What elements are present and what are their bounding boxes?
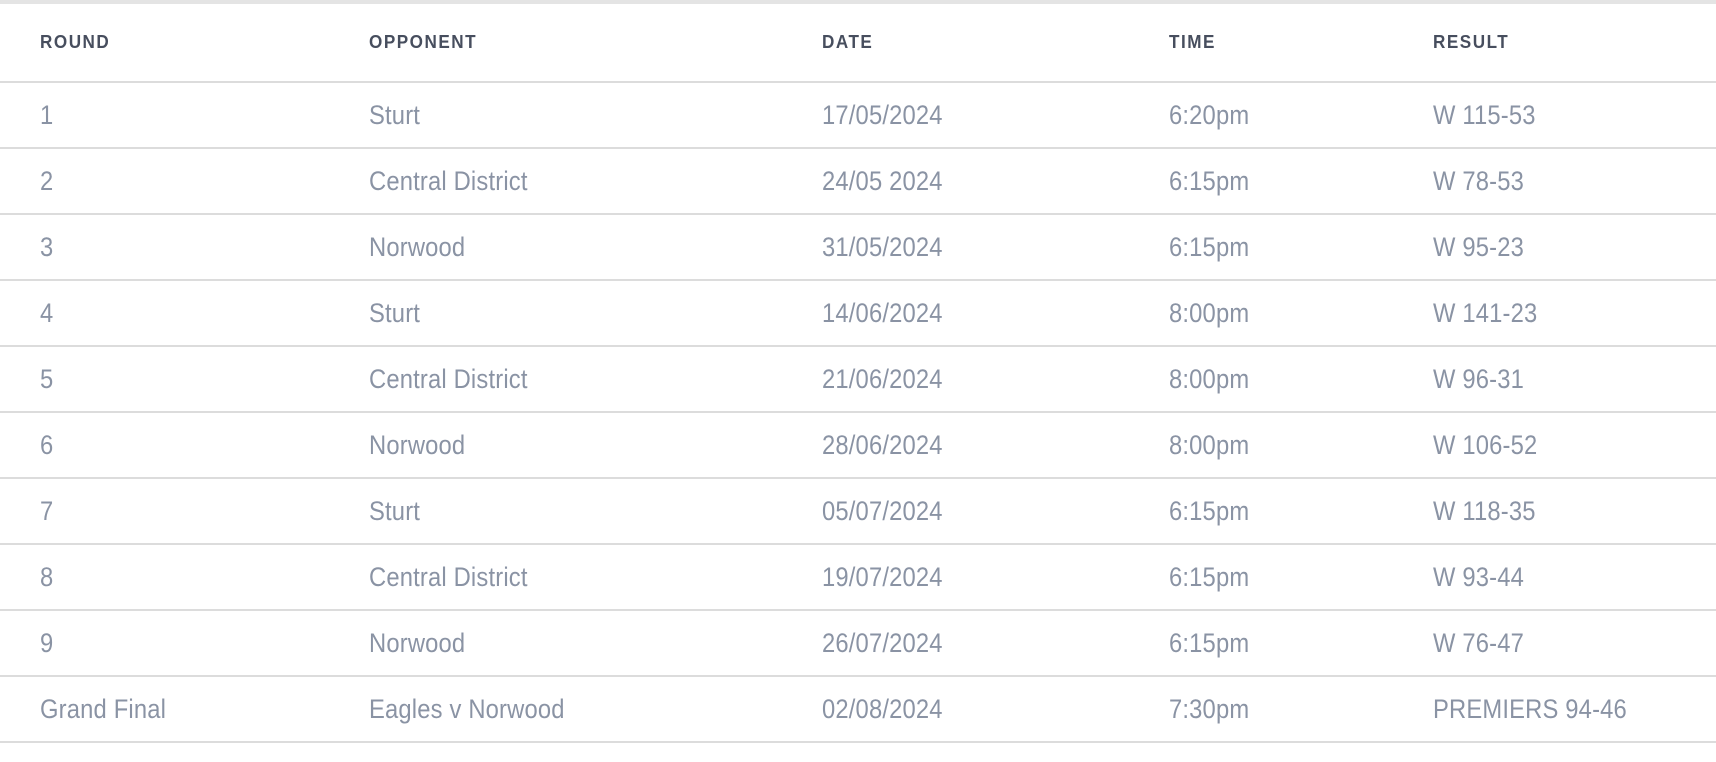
column-header-result: RESULT [1393, 4, 1716, 83]
column-header-round-label: ROUND [40, 32, 111, 52]
table-body: 1 Sturt 17/05/2024 6:20pm W 115-53 2 Cen… [0, 82, 1716, 743]
cell-opponent: Norwood [329, 412, 782, 479]
cell-time: 6:15pm [1129, 478, 1393, 545]
cell-round: 9 [0, 610, 329, 677]
column-header-time: TIME [1129, 4, 1393, 83]
cell-date: 02/08/2024 [782, 676, 1129, 743]
table-row: 4 Sturt 14/06/2024 8:00pm W 141-23 [0, 280, 1716, 347]
cell-opponent: Central District [329, 544, 782, 611]
cell-date: 21/06/2024 [782, 346, 1129, 413]
cell-round: 2 [0, 148, 329, 215]
cell-result: W 115-53 [1393, 82, 1716, 149]
cell-opponent: Eagles v Norwood [329, 676, 782, 743]
column-header-opponent-label: OPPONENT [369, 32, 478, 52]
cell-time: 8:00pm [1129, 346, 1393, 413]
cell-round: 6 [0, 412, 329, 479]
cell-time: 8:00pm [1129, 280, 1393, 347]
column-header-date: DATE [782, 4, 1129, 83]
cell-opponent: Central District [329, 148, 782, 215]
cell-result: W 118-35 [1393, 478, 1716, 545]
cell-time: 6:20pm [1129, 82, 1393, 149]
cell-round: 7 [0, 478, 329, 545]
table-row: 8 Central District 19/07/2024 6:15pm W 9… [0, 544, 1716, 611]
fixtures-table: ROUND OPPONENT DATE TIME RESULT 1 Sturt … [0, 4, 1716, 743]
cell-round: 5 [0, 346, 329, 413]
cell-result: W 78-53 [1393, 148, 1716, 215]
table-row: 7 Sturt 05/07/2024 6:15pm W 118-35 [0, 478, 1716, 545]
cell-date: 24/05 2024 [782, 148, 1129, 215]
cell-date: 26/07/2024 [782, 610, 1129, 677]
cell-result: W 96-31 [1393, 346, 1716, 413]
table-row: 1 Sturt 17/05/2024 6:20pm W 115-53 [0, 82, 1716, 149]
table-row: 2 Central District 24/05 2024 6:15pm W 7… [0, 148, 1716, 215]
table-row: 9 Norwood 26/07/2024 6:15pm W 76-47 [0, 610, 1716, 677]
cell-opponent: Norwood [329, 214, 782, 281]
cell-opponent: Sturt [329, 82, 782, 149]
cell-opponent: Sturt [329, 280, 782, 347]
cell-date: 28/06/2024 [782, 412, 1129, 479]
cell-date: 17/05/2024 [782, 82, 1129, 149]
cell-result: W 93-44 [1393, 544, 1716, 611]
cell-time: 8:00pm [1129, 412, 1393, 479]
cell-date: 05/07/2024 [782, 478, 1129, 545]
cell-round: 4 [0, 280, 329, 347]
column-header-opponent: OPPONENT [329, 4, 782, 83]
cell-result: W 76-47 [1393, 610, 1716, 677]
column-header-result-label: RESULT [1433, 32, 1510, 52]
table-header: ROUND OPPONENT DATE TIME RESULT [0, 4, 1716, 83]
cell-round: 8 [0, 544, 329, 611]
cell-result: W 95-23 [1393, 214, 1716, 281]
header-row: ROUND OPPONENT DATE TIME RESULT [0, 4, 1716, 83]
cell-time: 6:15pm [1129, 610, 1393, 677]
cell-round: 3 [0, 214, 329, 281]
cell-time: 6:15pm [1129, 148, 1393, 215]
cell-time: 6:15pm [1129, 214, 1393, 281]
table-row: 3 Norwood 31/05/2024 6:15pm W 95-23 [0, 214, 1716, 281]
cell-date: 31/05/2024 [782, 214, 1129, 281]
cell-opponent: Sturt [329, 478, 782, 545]
top-divider [0, 0, 1716, 4]
column-header-time-label: TIME [1169, 32, 1216, 52]
table-row: 5 Central District 21/06/2024 8:00pm W 9… [0, 346, 1716, 413]
cell-time: 7:30pm [1129, 676, 1393, 743]
cell-opponent: Norwood [329, 610, 782, 677]
column-header-round: ROUND [0, 4, 329, 83]
cell-result: W 141-23 [1393, 280, 1716, 347]
table-row: 6 Norwood 28/06/2024 8:00pm W 106-52 [0, 412, 1716, 479]
table-row: Grand Final Eagles v Norwood 02/08/2024 … [0, 676, 1716, 743]
cell-round: Grand Final [0, 676, 329, 743]
cell-result: PREMIERS 94-46 [1393, 676, 1716, 743]
column-header-date-label: DATE [822, 32, 874, 52]
cell-opponent: Central District [329, 346, 782, 413]
cell-round: 1 [0, 82, 329, 149]
cell-date: 14/06/2024 [782, 280, 1129, 347]
cell-date: 19/07/2024 [782, 544, 1129, 611]
cell-time: 6:15pm [1129, 544, 1393, 611]
cell-result: W 106-52 [1393, 412, 1716, 479]
